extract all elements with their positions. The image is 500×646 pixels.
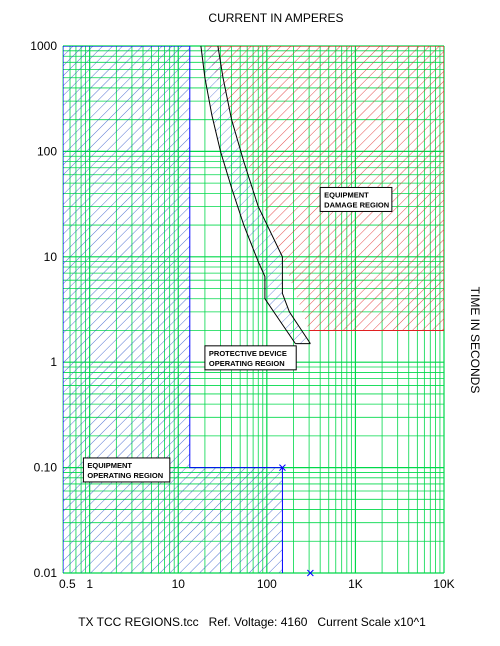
x-tick-label: 100 [257, 577, 277, 591]
x-marker-stroke [307, 569, 314, 577]
x-tick-label: 1K [348, 577, 363, 591]
y-axis-label: TIME IN SECONDS [468, 287, 482, 394]
x-tick-label: 10 [172, 577, 186, 591]
protective-device-curve-2 [217, 45, 311, 344]
y-tick-label: 0.10 [34, 461, 58, 475]
x-tick-label: 0.5 [59, 577, 76, 591]
curves [200, 45, 311, 345]
label-protective-device-operating-region-line: OPERATING REGION [209, 359, 285, 368]
label-equipment-operating-region-line: OPERATING REGION [87, 471, 163, 480]
y-tick-label: 1 [50, 355, 57, 369]
y-tick-label: 1000 [30, 39, 57, 53]
y-tick-label: 0.01 [34, 566, 58, 580]
x-tick-label: 1 [86, 577, 93, 591]
x-tick-label: 10K [433, 577, 454, 591]
protective-device-band-hatch [200, 46, 311, 344]
label-protective-device-operating-region-line: PROTECTIVE DEVICE [209, 349, 287, 358]
chart-title: CURRENT IN AMPERES [208, 11, 343, 25]
x-tick-labels: 0.5 1 10 100 1K 10K [59, 577, 455, 591]
x-marker [307, 569, 314, 577]
protective-device-curve-1 [200, 45, 296, 344]
markers [279, 464, 314, 577]
region-equipment-operating-region-boundary [63, 46, 283, 573]
y-tick-label: 100 [37, 144, 57, 158]
region-equipment-damage-region-boundary [204, 46, 444, 331]
label-equipment-damage-region-line: DAMAGE REGION [324, 200, 389, 209]
label-equipment-operating-region-box [82, 457, 171, 483]
y-tick-label: 10 [44, 250, 58, 264]
footer-caption: TX TCC REGIONS.tcc Ref. Voltage: 4160 Cu… [78, 615, 426, 629]
region-equipment-operating-region-hatch [63, 46, 283, 573]
label-equipment-operating-region-line: EQUIPMENT [87, 461, 132, 470]
x-marker [279, 464, 286, 471]
label-protective-device-operating-region-box [204, 345, 297, 371]
y-tick-labels: 1000 100 10 1 0.10 0.01 [30, 39, 57, 580]
label-equipment-damage-region-box [319, 186, 393, 212]
label-equipment-damage-region-line: EQUIPMENT [324, 190, 369, 199]
x-marker-stroke [279, 464, 286, 471]
